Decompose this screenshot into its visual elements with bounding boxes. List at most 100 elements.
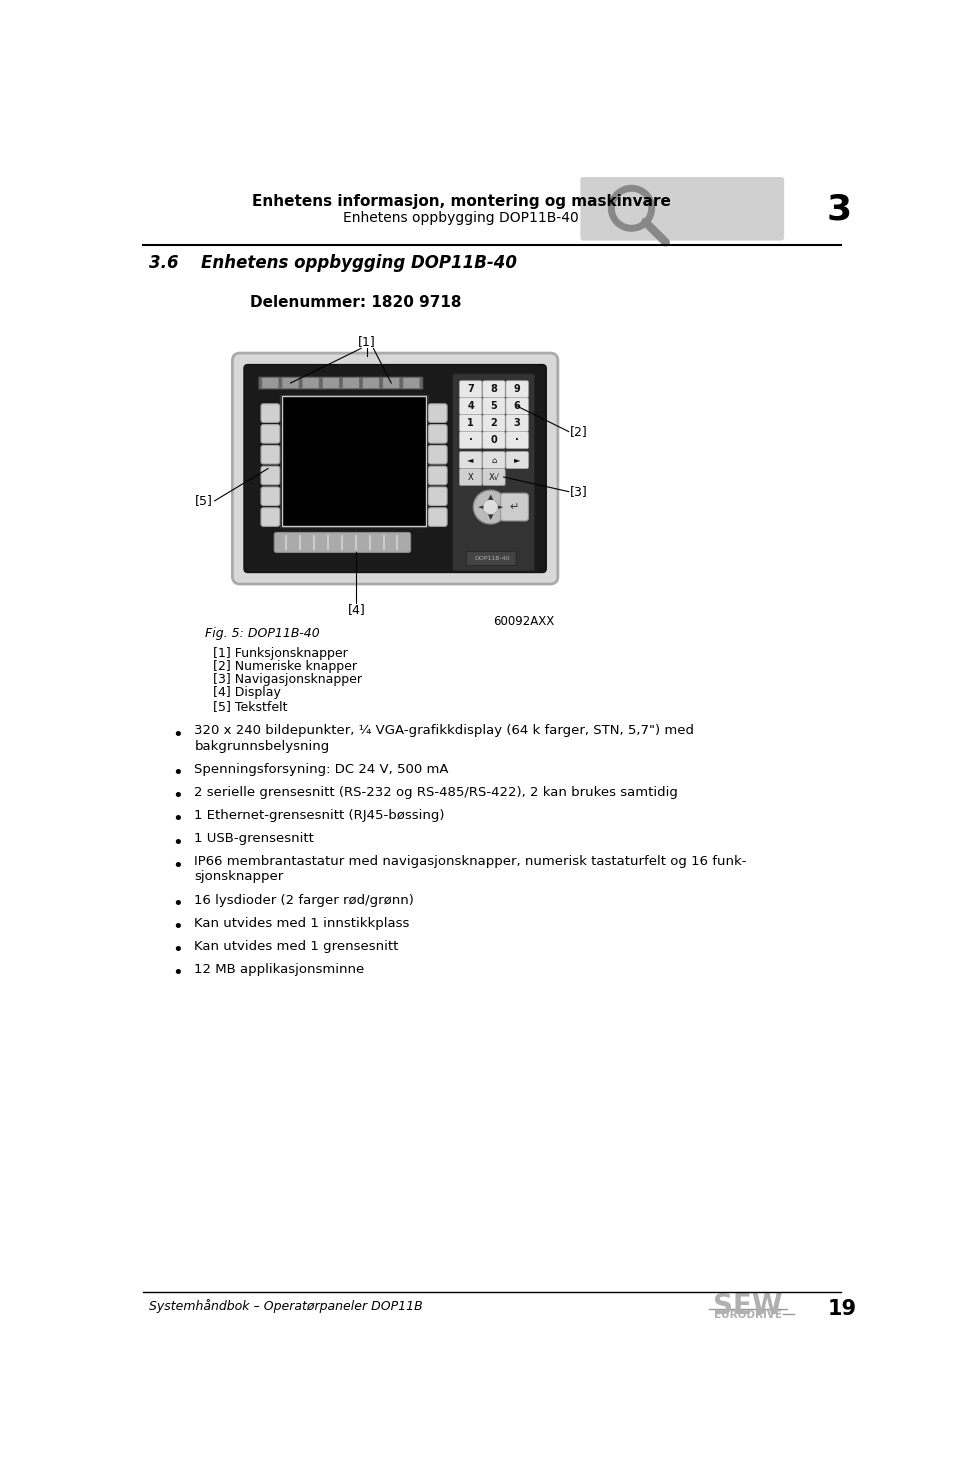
- Text: [4] Display: [4] Display: [213, 686, 281, 700]
- Text: 3: 3: [514, 419, 520, 427]
- FancyBboxPatch shape: [259, 377, 423, 389]
- FancyBboxPatch shape: [467, 552, 516, 565]
- Text: 4: 4: [468, 401, 474, 411]
- Text: 19: 19: [828, 1299, 857, 1319]
- Text: Enhetens oppbygging DOP11B-40: Enhetens oppbygging DOP11B-40: [343, 211, 579, 225]
- FancyBboxPatch shape: [460, 432, 482, 448]
- FancyBboxPatch shape: [581, 176, 784, 241]
- Text: •: •: [173, 895, 183, 913]
- FancyBboxPatch shape: [506, 414, 528, 432]
- FancyBboxPatch shape: [343, 377, 359, 389]
- Text: 3: 3: [827, 192, 852, 226]
- Text: 6: 6: [514, 401, 520, 411]
- FancyBboxPatch shape: [261, 424, 279, 444]
- FancyBboxPatch shape: [261, 404, 279, 423]
- Text: •: •: [173, 918, 183, 936]
- Text: IP66 membrantastatur med navigasjonsknapper, numerisk tastaturfelt og 16 funk-: IP66 membrantastatur med navigasjonsknap…: [194, 855, 747, 868]
- Text: ►: ►: [498, 504, 503, 510]
- Text: ◄: ◄: [478, 504, 483, 510]
- Text: 12 MB applikasjonsminne: 12 MB applikasjonsminne: [194, 963, 365, 976]
- Text: [4]: [4]: [348, 603, 365, 617]
- Text: •: •: [173, 726, 183, 744]
- FancyBboxPatch shape: [261, 466, 279, 485]
- Text: [1]: [1]: [358, 336, 376, 349]
- Text: •: •: [173, 856, 183, 874]
- Text: [2] Numeriske knapper: [2] Numeriske knapper: [213, 660, 357, 673]
- Text: •: •: [173, 941, 183, 960]
- Text: 1 Ethernet-grensesnitt (RJ45-bøssing): 1 Ethernet-grensesnitt (RJ45-bøssing): [194, 809, 444, 822]
- FancyBboxPatch shape: [275, 532, 411, 553]
- Text: DOP11B-40: DOP11B-40: [474, 556, 510, 561]
- Text: EURODRIVE: EURODRIVE: [713, 1310, 781, 1321]
- FancyBboxPatch shape: [428, 404, 447, 423]
- Text: ·: ·: [516, 435, 519, 445]
- FancyBboxPatch shape: [460, 380, 482, 398]
- FancyBboxPatch shape: [403, 377, 420, 389]
- FancyBboxPatch shape: [483, 451, 505, 469]
- Text: 9: 9: [514, 385, 520, 395]
- Text: [3]: [3]: [569, 485, 588, 498]
- FancyBboxPatch shape: [282, 377, 299, 389]
- Text: ↵: ↵: [510, 501, 519, 512]
- Text: 16 lysdioder (2 farger rød/grønn): 16 lysdioder (2 farger rød/grønn): [194, 893, 415, 907]
- FancyBboxPatch shape: [383, 377, 399, 389]
- Text: Spenningsforsyning: DC 24 V, 500 mA: Spenningsforsyning: DC 24 V, 500 mA: [194, 763, 449, 775]
- Text: 0: 0: [491, 435, 497, 445]
- Text: Fig. 5: DOP11B-40: Fig. 5: DOP11B-40: [205, 627, 320, 640]
- FancyBboxPatch shape: [500, 493, 528, 521]
- Text: Systemhåndbok – Operatørpaneler DOP11B: Systemhåndbok – Operatørpaneler DOP11B: [150, 1299, 423, 1312]
- FancyBboxPatch shape: [282, 396, 426, 525]
- Text: •: •: [173, 964, 183, 982]
- FancyBboxPatch shape: [460, 414, 482, 432]
- Text: 2: 2: [491, 419, 497, 427]
- FancyBboxPatch shape: [483, 398, 505, 414]
- FancyBboxPatch shape: [323, 377, 339, 389]
- Text: [3] Navigasjonsknapper: [3] Navigasjonsknapper: [213, 673, 362, 686]
- Text: Enhetens oppbygging DOP11B-40: Enhetens oppbygging DOP11B-40: [202, 254, 517, 272]
- Text: 1 USB-grensesnitt: 1 USB-grensesnitt: [194, 833, 314, 845]
- Text: Enhetens informasjon, montering og maskinvare: Enhetens informasjon, montering og maski…: [252, 194, 670, 210]
- FancyBboxPatch shape: [262, 377, 278, 389]
- Text: ▼: ▼: [488, 515, 493, 521]
- Text: 60092AXX: 60092AXX: [492, 615, 554, 629]
- Text: Delenummer: 1820 9718: Delenummer: 1820 9718: [251, 294, 462, 309]
- FancyBboxPatch shape: [506, 398, 528, 414]
- Text: •: •: [173, 810, 183, 828]
- FancyBboxPatch shape: [232, 353, 558, 584]
- FancyBboxPatch shape: [428, 466, 447, 485]
- Text: 8: 8: [491, 385, 497, 395]
- FancyBboxPatch shape: [428, 507, 447, 527]
- Text: ►: ►: [514, 456, 520, 464]
- FancyBboxPatch shape: [428, 445, 447, 464]
- FancyBboxPatch shape: [363, 377, 379, 389]
- FancyBboxPatch shape: [506, 432, 528, 448]
- Text: [2]: [2]: [569, 424, 588, 438]
- FancyBboxPatch shape: [280, 395, 427, 527]
- Text: sjonsknapper: sjonsknapper: [194, 871, 283, 883]
- FancyBboxPatch shape: [506, 451, 528, 469]
- FancyBboxPatch shape: [244, 365, 546, 572]
- Text: 320 x 240 bildepunkter, ¼ VGA-grafikkdisplay (64 k farger, STN, 5,7") med: 320 x 240 bildepunkter, ¼ VGA-grafikkdis…: [194, 725, 694, 737]
- FancyBboxPatch shape: [452, 374, 535, 571]
- Circle shape: [483, 500, 498, 515]
- Text: •: •: [173, 787, 183, 806]
- Text: •: •: [173, 834, 183, 852]
- Text: X√: X√: [489, 472, 499, 482]
- Text: ◄: ◄: [468, 456, 474, 464]
- Text: 3.6: 3.6: [150, 254, 180, 272]
- Circle shape: [473, 490, 508, 524]
- Text: [5]: [5]: [195, 494, 213, 507]
- Text: bakgrunnsbelysning: bakgrunnsbelysning: [194, 740, 329, 753]
- FancyBboxPatch shape: [483, 469, 505, 485]
- Text: ▲: ▲: [488, 494, 493, 500]
- FancyBboxPatch shape: [261, 487, 279, 506]
- FancyBboxPatch shape: [302, 377, 319, 389]
- Text: •: •: [173, 765, 183, 782]
- FancyBboxPatch shape: [261, 507, 279, 527]
- Text: 2 serielle grensesnitt (RS-232 og RS-485/RS-422), 2 kan brukes samtidig: 2 serielle grensesnitt (RS-232 og RS-485…: [194, 785, 679, 799]
- FancyBboxPatch shape: [428, 424, 447, 444]
- Text: ·: ·: [468, 435, 472, 445]
- Text: 7: 7: [468, 385, 474, 395]
- FancyBboxPatch shape: [506, 380, 528, 398]
- Text: Kan utvides med 1 innstikkplass: Kan utvides med 1 innstikkplass: [194, 917, 410, 930]
